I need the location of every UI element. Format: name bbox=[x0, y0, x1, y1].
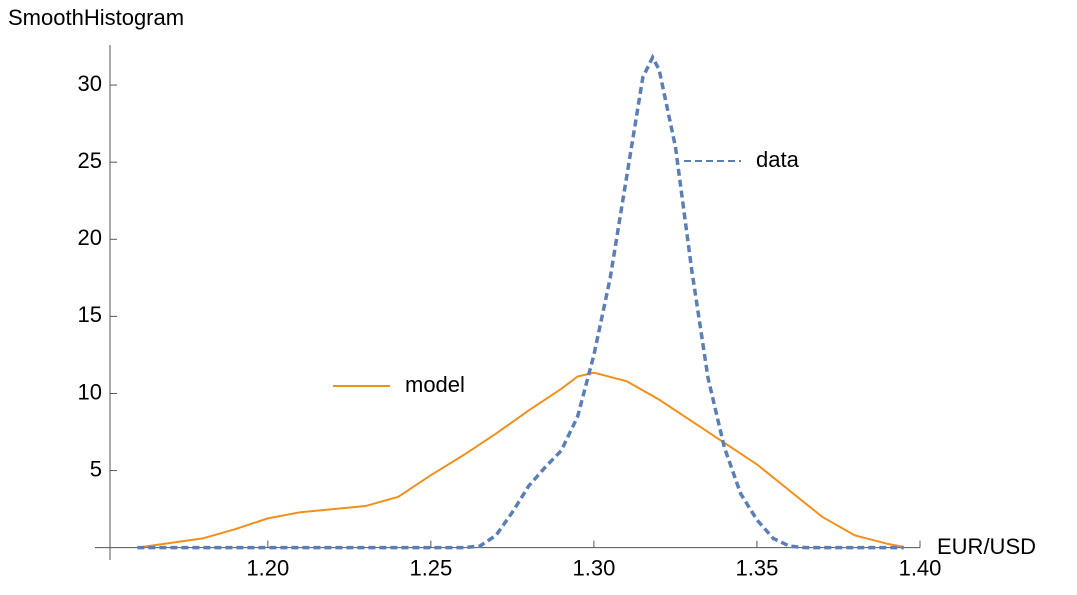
x-tick-label: 1.20 bbox=[246, 555, 289, 580]
data-line bbox=[137, 53, 904, 550]
legend-label: data bbox=[756, 147, 800, 172]
x-tick-label: 1.25 bbox=[409, 555, 452, 580]
x-tick-label: 1.30 bbox=[572, 555, 615, 580]
x-axis-label: EUR/USD bbox=[937, 534, 1036, 559]
y-tick-label: 10 bbox=[78, 379, 102, 404]
legend-label: model bbox=[405, 372, 465, 397]
y-tick-label: 25 bbox=[78, 148, 102, 173]
y-tick-label: 30 bbox=[78, 71, 102, 96]
y-tick-label: 15 bbox=[78, 302, 102, 327]
y-axis-label: SmoothHistogram bbox=[8, 5, 184, 30]
x-tick-label: 1.35 bbox=[736, 555, 779, 580]
y-tick-label: 5 bbox=[90, 456, 102, 481]
data-line bbox=[137, 371, 904, 549]
x-tick-label: 1.40 bbox=[899, 555, 942, 580]
y-tick-label: 20 bbox=[78, 225, 102, 250]
